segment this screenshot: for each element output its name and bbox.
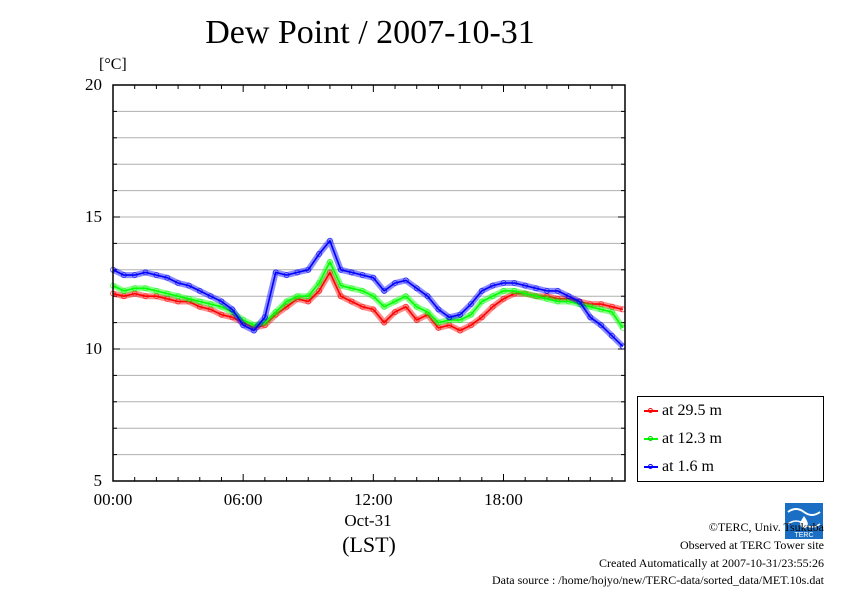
data-point (489, 303, 496, 310)
y-tick-label: 5 (93, 471, 103, 490)
data-point (489, 293, 496, 300)
data-point (348, 298, 355, 305)
data-point (392, 298, 398, 305)
data-point (251, 327, 257, 334)
data-point (316, 251, 323, 257)
y-tick-label: 10 (85, 339, 102, 358)
data-point (424, 293, 431, 300)
data-point (272, 309, 279, 315)
data-point (468, 322, 474, 329)
footer-observed: Observed at TERC Tower site (679, 538, 824, 552)
legend-swatch-green (644, 436, 658, 441)
x-tick-label: 00:00 (93, 490, 133, 509)
data-point (196, 288, 203, 294)
data-point (500, 295, 507, 302)
data-point (316, 280, 323, 286)
legend: at 29.5 m at 12.3 m at 1.6 m (637, 396, 824, 482)
data-point (468, 301, 474, 308)
data-point (337, 293, 344, 300)
x-axis-date-label: Oct-31 (344, 511, 392, 530)
data-point (381, 288, 388, 294)
data-point (424, 309, 431, 315)
data-point (316, 288, 323, 294)
data-point (402, 293, 409, 300)
series-line (112, 261, 624, 329)
data-point (327, 258, 333, 265)
y-tick-label: 20 (85, 75, 102, 94)
data-point (392, 309, 398, 315)
data-point (413, 285, 420, 292)
footer-copyright: ©TERC, Univ. Tsukuba (708, 520, 824, 534)
data-point (229, 306, 236, 313)
data-point (576, 298, 583, 305)
footer-created: Created Automatically at 2007-10-31/23:5… (599, 556, 824, 570)
data-point (413, 317, 420, 323)
data-point (283, 298, 290, 305)
footer-source: Data source : /home/hojyo/new/TERC-data/… (491, 573, 824, 587)
data-point (598, 322, 605, 329)
data-point (370, 293, 377, 300)
data-point (381, 319, 388, 326)
data-point (327, 237, 333, 244)
data-point (413, 303, 420, 310)
x-tick-label: 06:00 (223, 490, 263, 509)
y-tick-label: 15 (85, 207, 102, 226)
legend-item-29-5m: at 29.5 m (644, 401, 722, 421)
data-point (207, 293, 214, 300)
data-point (435, 306, 442, 313)
terc-logo-icon: TERC (785, 503, 823, 539)
data-point (327, 269, 333, 276)
x-axis-label: (LST) (342, 532, 396, 557)
legend-item-12-3m: at 12.3 m (644, 429, 722, 449)
series-line (112, 240, 624, 347)
legend-label: at 1.6 m (662, 458, 714, 475)
legend-item-1-6m: at 1.6 m (644, 457, 714, 477)
logo-text: TERC (794, 532, 813, 539)
data-point (240, 322, 247, 329)
data-point (457, 327, 464, 334)
data-point (381, 303, 388, 310)
plot-frame (112, 84, 626, 482)
data-point (478, 314, 485, 321)
data-point (218, 298, 225, 305)
legend-label: at 12.3 m (662, 430, 722, 447)
data-point (478, 288, 485, 294)
data-point (609, 332, 615, 339)
data-point (478, 298, 485, 305)
legend-swatch-red (644, 408, 658, 413)
chart-title: Dew Point / 2007-10-31 (205, 14, 535, 51)
x-tick-label: 18:00 (484, 490, 523, 509)
data-point (587, 314, 594, 321)
y-axis-unit-label: [°C] (99, 56, 127, 73)
data-point (402, 303, 409, 310)
legend-swatch-blue (644, 464, 658, 469)
legend-label: at 29.5 m (662, 402, 722, 419)
data-point (565, 293, 572, 300)
data-point (468, 311, 474, 318)
x-tick-label: 12:00 (353, 490, 393, 509)
